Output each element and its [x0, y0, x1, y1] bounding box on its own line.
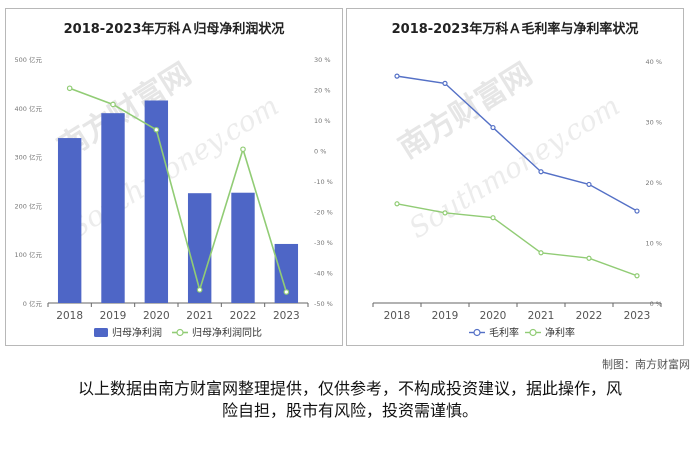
gross-margin-point [490, 124, 496, 131]
left-axis-tick-label: 500 亿元 [15, 55, 43, 64]
net-profit-chart-panel: 南方财富网 Southmoney.com 2018-2023年万科Ａ归母净利润状况 0… [5, 8, 343, 346]
legend-swatch-marker [529, 328, 537, 337]
right-axis-tick-label: 0 % [650, 300, 662, 308]
net-margin-line [396, 203, 638, 277]
yoy-growth-line [69, 87, 288, 293]
x-axis-tick-label: 2023 [624, 310, 651, 322]
right-axis-tick-label: 20 % [645, 179, 662, 187]
x-axis-tick-label: 2021 [186, 310, 213, 322]
left-axis-tick-label: 100 亿元 [15, 250, 43, 259]
disclaimer: 以上数据由南方财富网整理提供，仅供参考，不构成投资建议，据此操作，风 险自担，股… [30, 378, 670, 422]
chart-credit: 制图：南方财富网 [602, 358, 690, 371]
legend-label: 归母净利润 [112, 326, 162, 339]
yoy-growth-point [283, 289, 290, 295]
x-axis-tick-label: 2019 [100, 310, 127, 322]
disclaimer-line-2: 险自担，股市有风险，投资需谨慎。 [221, 401, 478, 420]
x-axis-tick-label: 2021 [528, 310, 555, 322]
x-axis-tick-label: 2019 [432, 310, 459, 322]
gross-margin-line [396, 75, 638, 212]
x-axis-tick-label: 2020 [143, 310, 170, 322]
gross-margin-point [394, 73, 400, 79]
net-profit-bar [101, 113, 125, 303]
net-profit-bar [274, 243, 299, 303]
left-axis-tick-label: 200 亿元 [15, 201, 43, 210]
right-axis-tick-label: 0 % [314, 148, 326, 156]
net-profit-bar [187, 193, 212, 303]
right-axis-tick-label: 40 % [645, 58, 662, 66]
margin-chart: 南方财富网Southmoney.com2018-2023年万科Ａ毛利率与净利率状… [372, 21, 662, 339]
left-axis-tick-label: 400 亿元 [15, 104, 43, 113]
left-axis-tick-label: 0 亿元 [23, 299, 43, 308]
right-axis-tick-label: -30 % [314, 239, 333, 247]
yoy-growth-point [66, 85, 73, 92]
margin-chart-panel: 南方财富网 Southmoney.com 2018-2023年万科Ａ毛利率与净利率状… [346, 8, 684, 346]
right-axis-tick-label: 10 % [314, 117, 331, 125]
gross-margin-point [442, 80, 448, 86]
yoy-growth-point [196, 287, 203, 293]
x-axis-tick-label: 2022 [230, 310, 257, 322]
net-profit-chart: 南方财富网Southmoney.com2018-2023年万科Ａ归母净利润状况0… [15, 21, 333, 339]
legend-label: 毛利率 [489, 326, 519, 339]
net-margin-point [442, 210, 448, 216]
net-margin-point [586, 255, 592, 261]
chart-title: 2018-2023年万科Ａ归母净利润状况 [64, 21, 285, 37]
net-profit-bar [231, 192, 255, 303]
yoy-growth-point [110, 101, 116, 108]
net-margin-point [490, 215, 496, 221]
legend-label: 净利率 [545, 326, 575, 339]
yoy-growth-point [240, 146, 246, 153]
chart-title: 2018-2023年万科Ａ毛利率与净利率状况 [392, 21, 639, 37]
left-axis-tick-label: 300 亿元 [15, 153, 43, 162]
x-axis-tick-label: 2022 [576, 310, 603, 322]
net-margin-point [538, 250, 544, 256]
right-axis-tick-label: 10 % [645, 240, 662, 248]
gross-margin-point [538, 169, 544, 175]
right-axis-tick-label: -50 % [314, 300, 333, 308]
legend-swatch-marker [473, 328, 481, 337]
right-axis-tick-label: -20 % [314, 209, 333, 217]
net-profit-bar [57, 138, 82, 303]
yoy-growth-point [153, 126, 160, 133]
x-axis-tick-label: 2023 [273, 310, 300, 322]
legend-swatch-bar [94, 328, 108, 337]
x-axis-tick-label: 2018 [384, 310, 411, 322]
gross-margin-point [586, 181, 592, 188]
gross-margin-point [634, 208, 640, 214]
net-margin-point [634, 273, 640, 279]
x-axis-tick-label: 2018 [56, 310, 83, 322]
right-axis-tick-label: -40 % [314, 270, 333, 278]
right-axis-tick-label: -10 % [314, 178, 333, 186]
x-axis-tick-label: 2020 [480, 310, 507, 322]
disclaimer-line-1: 以上数据由南方财富网整理提供，仅供参考，不构成投资建议，据此操作，风 [77, 379, 622, 398]
right-axis-tick-label: 20 % [314, 87, 331, 95]
legend-label: 归母净利润同比 [192, 326, 262, 339]
right-axis-tick-label: 30 % [645, 119, 662, 127]
net-margin-point [394, 201, 400, 207]
legend-swatch-marker [176, 328, 184, 337]
right-axis-tick-label: 30 % [314, 56, 331, 64]
